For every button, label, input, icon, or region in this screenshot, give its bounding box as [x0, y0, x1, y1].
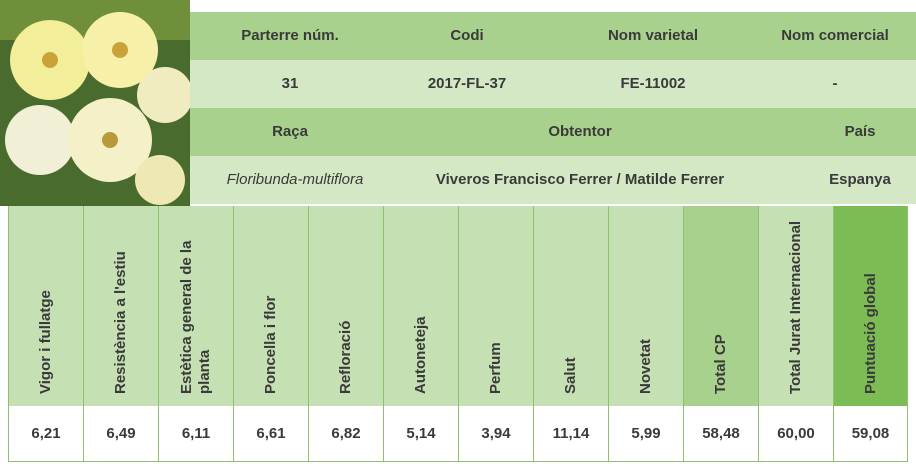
column-header: Resistència a l'estiu: [84, 206, 158, 406]
header-text: Total CP: [712, 334, 729, 394]
column-header: Poncella i flor: [234, 206, 308, 406]
value: 2017-FL-37: [427, 75, 507, 92]
score-column: Autoneteja 5,14: [383, 206, 458, 462]
column-header: Salut: [534, 206, 608, 406]
header-text: Resistència a l'estiu: [112, 251, 129, 394]
header-row: Parterre núm. Codi Nom varietal Nom come…: [190, 12, 916, 60]
rose-photo: [0, 0, 190, 206]
label: Nom varietal: [607, 27, 699, 44]
label: País: [844, 123, 876, 140]
header-text: Poncella i flor: [262, 295, 279, 394]
column-header: Perfum: [459, 206, 533, 406]
header-text: Novetat: [637, 338, 654, 394]
score-value: 60,00: [759, 406, 833, 462]
score-value: 6,21: [9, 406, 83, 462]
column-header: Total CP: [684, 206, 758, 406]
header-row: Raça Obtentor País: [190, 108, 916, 156]
score-value: 5,14: [384, 406, 458, 462]
score-column: Refloració 6,82: [308, 206, 383, 462]
value: Espanya: [829, 171, 891, 188]
score-column: Total CP 58,48: [683, 206, 758, 462]
header-text: Salut: [562, 357, 579, 394]
label: Raça: [272, 123, 308, 140]
header-text: Refloració: [337, 320, 354, 394]
header-text: Autoneteja: [412, 316, 429, 394]
value-row: Floribunda-multiflora Viveros Francisco …: [190, 156, 916, 204]
header-text: Total Jurat Internacional: [787, 220, 804, 394]
column-header: Estètica general de la planta: [159, 206, 233, 406]
score-value: 5,99: [609, 406, 683, 462]
score-value: 6,82: [309, 406, 383, 462]
label: Parterre núm.: [241, 27, 339, 44]
value: FE-11002: [620, 75, 686, 92]
score-value: 6,61: [234, 406, 308, 462]
value: 31: [281, 75, 299, 92]
score-column: Salut 11,14: [533, 206, 608, 462]
label: Nom comercial: [781, 27, 889, 44]
column-header: Puntuació global: [834, 206, 907, 406]
column-header: Autoneteja: [384, 206, 458, 406]
value-row: 31 2017-FL-37 FE-11002 -: [190, 60, 916, 108]
value: Floribunda-multiflora: [226, 171, 364, 188]
score-column: Poncella i flor 6,61: [233, 206, 308, 462]
column-header: Novetat: [609, 206, 683, 406]
value: Viveros Francisco Ferrer / Matilde Ferre…: [435, 171, 725, 188]
score-value: 11,14: [534, 406, 608, 462]
score-column: Novetat 5,99: [608, 206, 683, 462]
score-value: 59,08: [834, 406, 907, 462]
label: Codi: [450, 27, 484, 44]
column-header: Total Jurat Internacional: [759, 206, 833, 406]
column-header: Refloració: [309, 206, 383, 406]
score-column: Perfum 3,94: [458, 206, 533, 462]
score-value: 3,94: [459, 406, 533, 462]
score-column: Total Jurat Internacional 60,00: [758, 206, 833, 462]
header-text: Vigor i fullatge: [37, 290, 54, 394]
score-column: Resistència a l'estiu 6,49: [83, 206, 158, 462]
score-column: Vigor i fullatge 6,21: [8, 206, 83, 462]
header-text: Puntuació global: [861, 273, 879, 394]
value: -: [832, 75, 838, 92]
score-value: 58,48: [684, 406, 758, 462]
score-table: Vigor i fullatge 6,21 Resistència a l'esti…: [8, 206, 908, 462]
label: Obtentor: [548, 123, 612, 140]
score-value: 6,49: [84, 406, 158, 462]
score-value: 6,11: [159, 406, 233, 462]
header-text: Estètica general de la planta: [178, 240, 213, 394]
header-text: Perfum: [487, 342, 504, 394]
score-column: Estètica general de la planta 6,11: [158, 206, 233, 462]
score-column: Puntuació global 59,08: [833, 206, 908, 462]
column-header: Vigor i fullatge: [9, 206, 83, 406]
